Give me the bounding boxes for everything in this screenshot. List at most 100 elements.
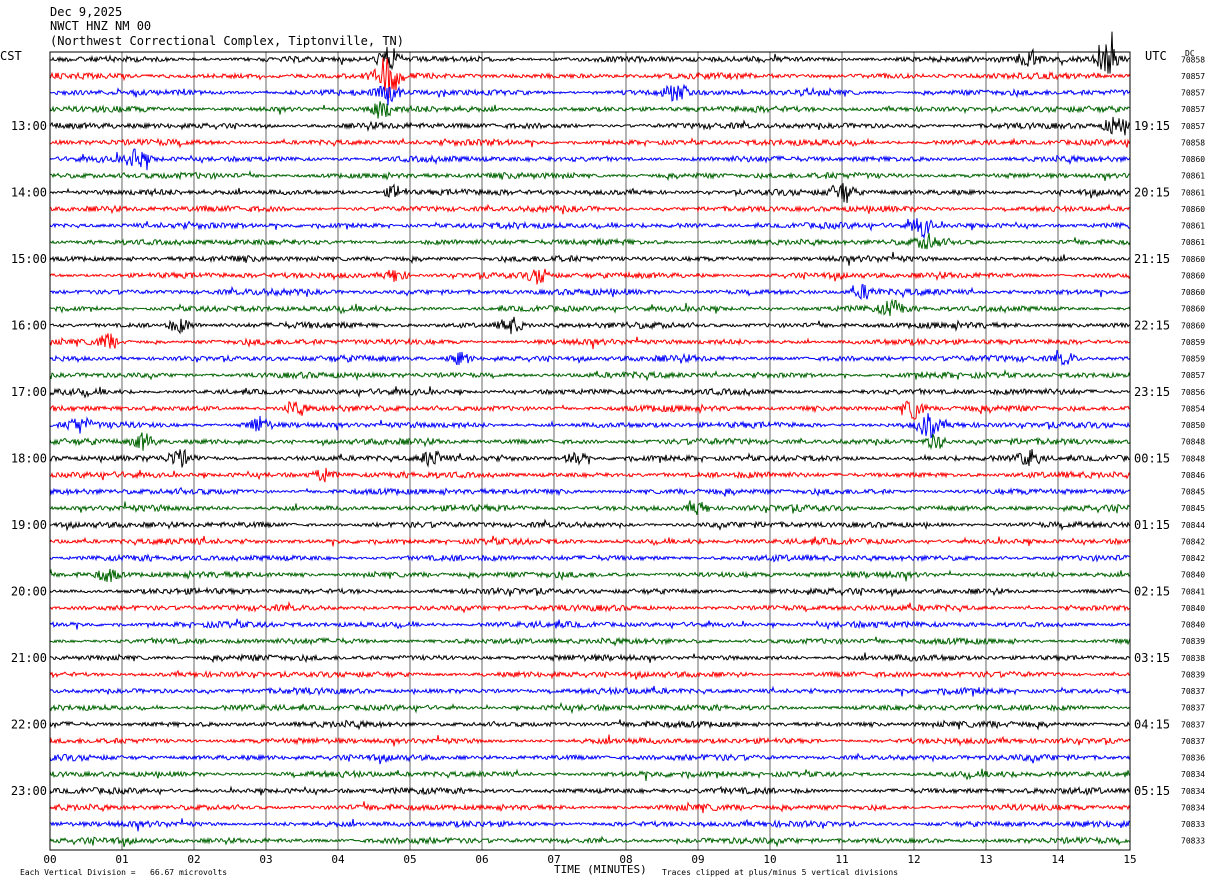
dc-offset-label: 70845 [1181,504,1205,513]
dc-offset-label: 70834 [1181,770,1205,779]
trace-row-3 [49,101,1131,119]
cst-hour-label: 20:00 [11,584,47,598]
dc-offset-label: 70859 [1181,338,1205,347]
seismic-traces [49,31,1131,848]
trace-row-8 [49,183,1131,203]
trace-row-2 [49,83,1131,106]
trace-row-20 [49,386,1131,399]
dc-offset-label: 70860 [1181,205,1205,214]
trace-row-11 [49,232,1131,250]
dc-offset-label: 70861 [1181,222,1205,231]
x-tick-03: 03 [259,853,272,866]
dc-offset-label: 70841 [1181,587,1205,596]
trace-row-0 [49,31,1131,74]
dc-offset-label: 70837 [1181,720,1205,729]
x-axis-label: TIME (MINUTES) [554,863,647,876]
utc-hour-label: 02:15 [1134,584,1170,598]
trace-row-15 [49,298,1131,317]
x-tick-labels: 00 01 02 03 04 05 06 07 08 09 10 11 12 13 14 15 [43,853,1136,866]
trace-row-29 [49,535,1131,547]
dc-offset-label: 70839 [1181,637,1205,646]
utc-hour-label: 20:15 [1134,185,1170,199]
trace-row-42 [49,752,1131,765]
dc-offset-label: 70837 [1181,704,1205,713]
cst-hour-label: 23:00 [11,784,47,798]
utc-hour-label: 03:15 [1134,651,1170,665]
trace-row-19 [49,369,1131,382]
trace-row-13 [49,268,1131,285]
dc-offset-label: 70844 [1181,521,1205,530]
dc-offset-label: 70834 [1181,803,1205,812]
dc-offset-label: 70859 [1181,355,1205,364]
dc-offset-label: 70856 [1181,388,1205,397]
dc-offset-label: 70837 [1181,737,1205,746]
trace-row-5 [49,137,1131,149]
trace-row-21 [49,400,1131,420]
utc-hour-label: 22:15 [1134,318,1170,332]
dc-offset-label: 70858 [1181,138,1205,147]
dc-offset-label: 70840 [1181,604,1205,613]
utc-hour-label: 21:15 [1134,252,1170,266]
trace-row-6 [49,148,1131,171]
dc-offset-label: 70833 [1181,820,1205,829]
header-location: (Northwest Correctional Complex, Tiptonv… [50,34,405,48]
x-tick-12: 12 [907,853,920,866]
utc-hour-label: 19:15 [1134,119,1170,133]
dc-offset-label: 70842 [1181,554,1205,563]
dc-offset-labels: 70858 70857 70857 70857 70857 70858 70860 70861… [1181,55,1205,845]
utc-hour-label: 05:15 [1134,784,1170,798]
dc-offset-label: 70858 [1181,55,1205,64]
trace-row-47 [49,835,1131,848]
dc-offset-label: 70837 [1181,687,1205,696]
dc-offset-label: 70834 [1181,787,1205,796]
dc-offset-label: 70846 [1181,471,1205,480]
dc-offset-label: 70857 [1181,105,1205,114]
trace-row-23 [49,432,1131,451]
clip-note: Traces clipped at plus/minus 5 vertical … [662,868,899,877]
cst-hour-label: 19:00 [11,518,47,532]
dc-offset-label: 70857 [1181,72,1205,81]
utc-hour-label: 01:15 [1134,518,1170,532]
dc-offset-label: 70861 [1181,238,1205,247]
dc-offset-label: 70860 [1181,271,1205,280]
cst-hour-label: 16:00 [11,318,47,332]
x-tick-07: 07 [547,853,560,866]
utc-hour-label: 04:15 [1134,717,1170,731]
trace-row-10 [49,218,1131,240]
cst-hour-labels: 13:00 14:00 15:00 16:00 17:00 18:00 19:00 20:00… [11,119,47,798]
dc-offset-label: 70845 [1181,488,1205,497]
trace-row-31 [49,568,1131,583]
dc-offset-label: 70860 [1181,255,1205,264]
trace-row-12 [49,251,1131,266]
x-tick-11: 11 [835,853,848,866]
dc-offset-label: 70840 [1181,621,1205,630]
dc-offset-label: 70842 [1181,537,1205,546]
trace-row-38 [49,685,1131,697]
trace-row-14 [49,284,1131,300]
trace-row-41 [49,734,1131,747]
dc-offset-label: 70833 [1181,837,1205,846]
dc-offset-label: 70839 [1181,670,1205,679]
trace-row-27 [49,500,1131,516]
trace-row-43 [49,768,1131,782]
trace-row-22 [49,413,1131,439]
plot-frame [49,51,1131,851]
header-date: Dec 9,2025 [50,5,123,19]
left-timezone-label: CST [0,49,22,63]
trace-row-24 [49,448,1131,468]
trace-row-45 [49,801,1131,814]
trace-row-18 [49,349,1131,366]
cst-hour-label: 22:00 [11,717,47,731]
dc-offset-label: 70848 [1181,438,1205,447]
x-tick-06: 06 [475,853,488,866]
dc-header-label: DC [1185,49,1195,58]
cst-hour-label: 21:00 [11,651,47,665]
x-tick-15: 15 [1123,853,1136,866]
cst-hour-label: 14:00 [11,185,47,199]
x-tick-05: 05 [403,853,416,866]
dc-offset-label: 70836 [1181,754,1205,763]
trace-row-33 [49,600,1131,614]
trace-row-16 [49,316,1131,335]
trace-row-37 [49,669,1131,680]
